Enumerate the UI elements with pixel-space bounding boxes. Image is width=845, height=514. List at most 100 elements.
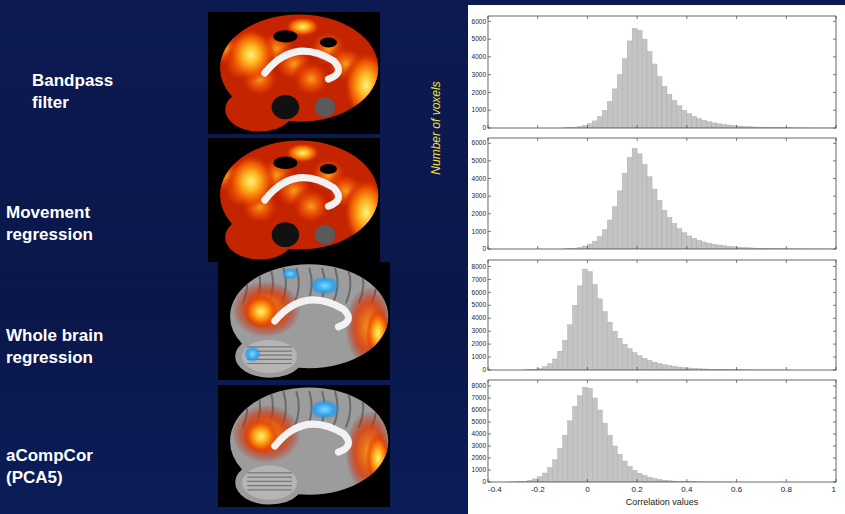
y-tick [488, 39, 491, 40]
histogram-bar [577, 396, 582, 482]
gyrus [230, 391, 235, 428]
histogram-bar [672, 366, 677, 370]
y-tick-label: 6000 [472, 289, 487, 296]
histogram-bar [637, 30, 642, 128]
y-tick-label: 0 [482, 124, 486, 131]
x-tick [637, 16, 638, 19]
gap [272, 95, 300, 119]
histogram-bar [697, 119, 702, 128]
histogram-bar [607, 101, 612, 128]
plot-frame [488, 380, 836, 482]
y-tick-label: 0 [482, 366, 486, 373]
y-tick [833, 422, 836, 423]
x-tick [686, 16, 687, 19]
histogram-bar [582, 387, 587, 482]
y-tick-label: 8000 [472, 382, 487, 389]
y-tick [488, 344, 491, 345]
histogram-bar [553, 460, 558, 482]
y-tick [488, 92, 491, 93]
gap [315, 225, 336, 245]
cerebellum [242, 466, 297, 500]
x-tick-label: -0.2 [531, 485, 545, 494]
corpus-callosum [275, 424, 349, 452]
brain-image [218, 262, 393, 380]
x-tick [488, 246, 489, 249]
y-tick [488, 370, 491, 371]
histogram-bar [533, 479, 538, 482]
histogram-bar [707, 243, 712, 249]
histogram-bar [582, 246, 587, 249]
histogram-bar [573, 406, 578, 482]
histogram-bar [607, 220, 612, 249]
y-tick-label: 7000 [472, 394, 487, 401]
bars [523, 269, 791, 370]
x-tick [736, 479, 737, 482]
y-tick [833, 231, 836, 232]
bars [563, 149, 831, 249]
y-tick [488, 458, 491, 459]
x-tick [637, 367, 638, 370]
bars [563, 28, 831, 128]
x-tick [786, 246, 787, 249]
histogram-bar [672, 223, 677, 249]
histogram-bar [563, 435, 568, 482]
histogram-bar [602, 312, 607, 370]
histogram-bar [607, 322, 612, 370]
y-tick [833, 292, 836, 293]
brain-image [218, 385, 393, 507]
histogram-bar [602, 110, 607, 128]
histogram-bar [632, 470, 637, 482]
x-tick-label: 0.8 [781, 485, 793, 494]
histogram-bar [587, 244, 592, 249]
histogram-bar [587, 388, 592, 482]
y-tick-label: 6000 [472, 139, 487, 146]
histogram-bar [553, 359, 558, 370]
histogram-bar [563, 340, 568, 370]
histogram-bar [637, 356, 642, 370]
y-tick-label: 1000 [472, 106, 487, 113]
y-tick [488, 110, 491, 111]
y-tick [488, 470, 491, 471]
folia [247, 472, 292, 473]
histogram-bar [587, 272, 592, 370]
histogram-bar [592, 285, 597, 370]
histogram-bar [597, 237, 602, 249]
histogram-bar [667, 217, 672, 249]
corpus-callosum [265, 51, 339, 79]
brain-body [205, 12, 389, 134]
gap [315, 97, 336, 117]
gap [320, 38, 337, 48]
folia [247, 477, 292, 478]
y-tick [833, 458, 836, 459]
histogram-bar [652, 362, 657, 370]
x-tick-label: 1 [832, 485, 837, 494]
x-tick [686, 246, 687, 249]
y-tick [833, 398, 836, 399]
histogram-bar [622, 59, 627, 128]
y-tick [833, 39, 836, 40]
x-tick [836, 367, 837, 370]
deactivation [282, 268, 299, 280]
x-tick [537, 138, 538, 141]
plot-frame [488, 260, 836, 370]
histogram-bar [692, 238, 697, 249]
histogram-bar [662, 86, 667, 128]
x-tick [637, 138, 638, 141]
x-tick [637, 260, 638, 263]
x-tick [836, 246, 837, 249]
histogram-bar [652, 189, 657, 249]
y-tick [833, 249, 836, 250]
y-tick-label: 2000 [472, 89, 487, 96]
x-tick [488, 380, 489, 383]
y-tick [833, 357, 836, 358]
y-tick-label: 6000 [472, 18, 487, 25]
y-tick [833, 386, 836, 387]
y-tick-label: 3000 [472, 192, 487, 199]
x-tick [537, 246, 538, 249]
x-tick-label: -0.4 [488, 485, 502, 494]
histogram-bar [662, 365, 667, 370]
histogram-bar [662, 210, 667, 249]
x-tick [786, 367, 787, 370]
histogram-bar [597, 116, 602, 128]
brain-body [218, 385, 393, 507]
